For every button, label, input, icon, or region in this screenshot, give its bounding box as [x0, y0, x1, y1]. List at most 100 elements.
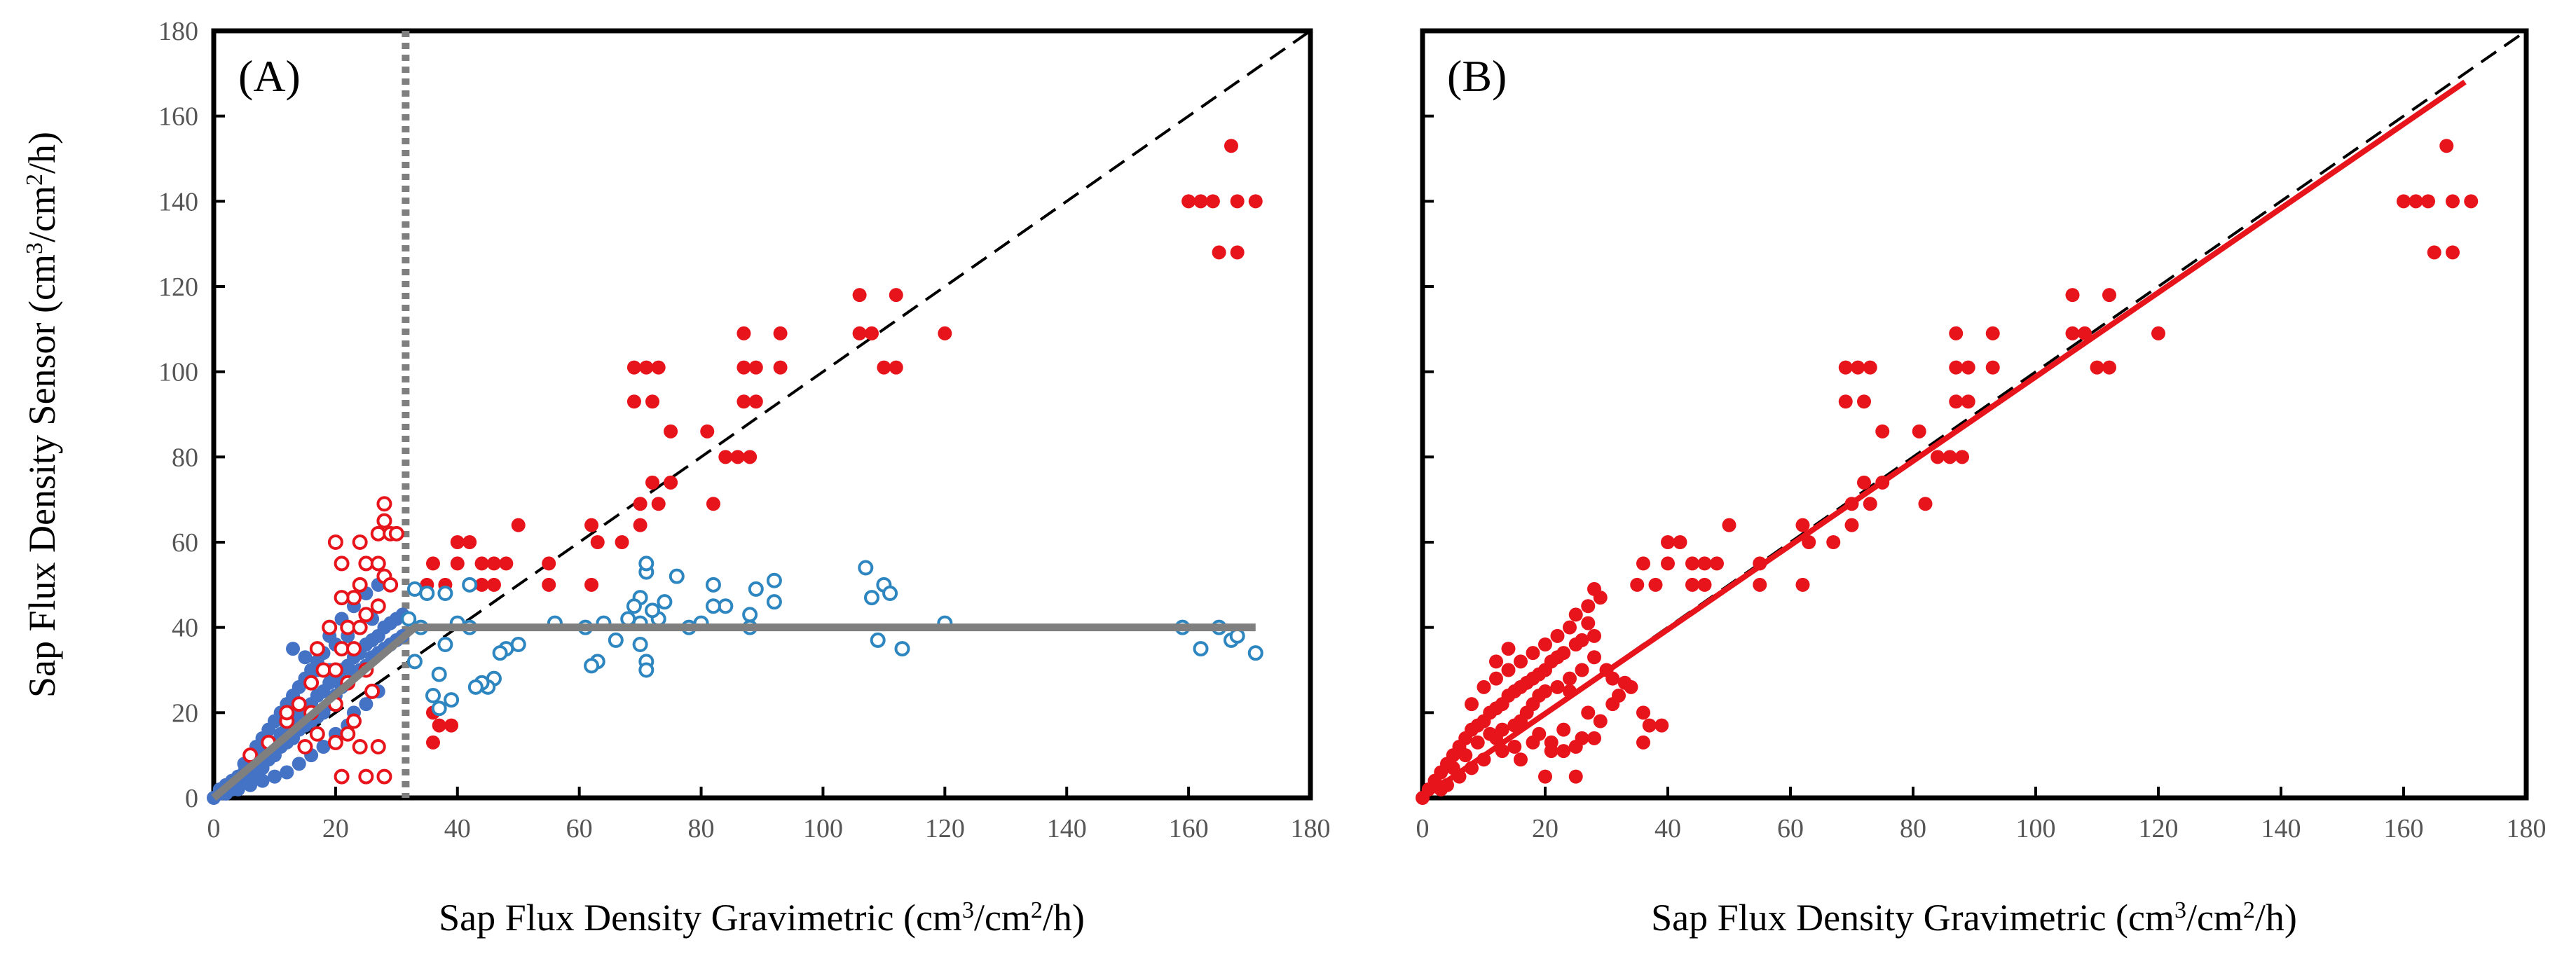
panel-b-point-red-filled-2 — [2421, 194, 2435, 209]
panel-b-point-red-filled-50 — [1685, 577, 1699, 592]
panel-a-point-red-filled-38 — [615, 535, 629, 549]
panel-b-point-red-filled-54 — [1648, 577, 1663, 592]
panel-b-point-red-filled-3 — [2446, 194, 2460, 209]
panel-a-plot-frame — [211, 28, 1313, 801]
panel-b-point-red-filled-62 — [1581, 599, 1596, 614]
panel-a-point-red-open-40 — [327, 734, 343, 750]
panel-b-point-red-filled-11 — [2078, 326, 2092, 340]
panel-a-x-tick-label-3: 60 — [566, 814, 593, 843]
panel-a-point-red-open-43 — [370, 739, 386, 754]
panel-a-point-red-open-32 — [340, 726, 356, 742]
panel-b-point-red-filled-142 — [1544, 735, 1558, 750]
panel-a-point-red-filled-32 — [706, 497, 720, 511]
panel-a-point-red-open-27 — [303, 675, 320, 691]
panel-a-point-blue-open-42 — [510, 637, 526, 652]
panel-b-point-red-filled-7 — [2446, 245, 2460, 260]
panel-a-point-blue-open-34 — [626, 598, 642, 614]
panel-b-point-red-filled-22 — [1985, 360, 2000, 375]
panel-b-point-red-filled-71 — [1489, 671, 1503, 686]
panel-a-point-red-filled-21 — [748, 360, 763, 375]
panel-b-point-red-filled-45 — [1661, 535, 1675, 549]
panel-a-point-red-filled-53 — [426, 556, 440, 571]
panel-a-point-red-open-36 — [376, 768, 392, 785]
panel-a-x-tick-label-0: 0 — [207, 814, 221, 843]
panel-a-y-tick-label-2: 40 — [172, 614, 198, 643]
panel-a-point-blue-filled-87 — [316, 740, 331, 754]
panel-a-point-blue-filled-91 — [267, 769, 282, 784]
panel-a-point-blue-open-11 — [870, 632, 886, 648]
panel-a-point-red-filled-39 — [584, 518, 599, 532]
panel-a-point-blue-open-31 — [632, 637, 648, 652]
panel-b-point-red-filled-131 — [1470, 735, 1485, 750]
panel-b-point-red-filled-68 — [1526, 646, 1540, 661]
panel-b-point-red-filled-28 — [1875, 424, 1890, 439]
panel-b-point-red-filled-5 — [2439, 139, 2454, 153]
panel-a-point-red-filled-43 — [542, 577, 556, 592]
panel-a-point-red-open-22 — [358, 607, 374, 623]
panel-a-point-red-filled-52 — [450, 556, 465, 571]
panel-a-point-red-filled-30 — [730, 450, 745, 464]
panel-b-point-red-filled-61 — [1593, 591, 1608, 605]
panel-a-x-tick-labels: 0 20 40 60 80 100 120 140 160 180 — [207, 814, 1331, 843]
panel-b-point-red-filled-74 — [1568, 637, 1583, 651]
panel-a-point-blue-open-54 — [444, 692, 460, 708]
panel-a-point-red-filled-33 — [645, 475, 659, 490]
panel-a-point-blue-filled-93 — [243, 778, 258, 792]
panel-b-point-red-filled-29 — [1931, 450, 1945, 464]
panel-a-point-blue-open-60 — [406, 581, 423, 597]
panel-a-point-blue-open-48 — [467, 679, 484, 695]
panel-a-point-blue-open-4 — [1193, 641, 1209, 657]
panel-a-point-red-open-0 — [376, 496, 392, 512]
panel-a-point-red-filled-0 — [1181, 194, 1196, 209]
panel-a-point-red-open-10 — [345, 590, 362, 606]
panel-b-point-red-filled-23 — [1949, 326, 1964, 340]
panel-a-point-red-filled-35 — [633, 497, 648, 511]
panel-b-point-red-filled-4 — [2464, 194, 2479, 209]
panel-a-x-tick-label-1: 20 — [322, 814, 349, 843]
panel-b-point-red-filled-139 — [1605, 697, 1620, 712]
panel-a-point-red-open-4 — [388, 525, 404, 541]
panel-b-point-red-filled-36 — [1863, 497, 1877, 511]
panel-a-point-red-filled-5 — [1224, 139, 1238, 153]
panel-a-point-red-open-11 — [334, 590, 350, 606]
panel-a-point-red-open-29 — [291, 696, 307, 712]
panel-a-point-red-open-14 — [383, 577, 399, 593]
panel-a-y-tick-label-8: 160 — [158, 102, 198, 132]
panel-b-x-tick-label-0: 0 — [1416, 814, 1430, 843]
panel-a-point-blue-open-53 — [437, 637, 453, 652]
panel-b-point-red-filled-114 — [1477, 679, 1491, 694]
panel-b-x-tick-label-9: 180 — [2507, 814, 2547, 843]
panel-a-point-red-open-23 — [315, 662, 331, 678]
panel-b-x-tick-label-4: 80 — [1900, 814, 1926, 843]
panel-a-point-red-open-42 — [345, 713, 362, 729]
panel-a-point-blue-open-49 — [462, 577, 478, 593]
panel-b-point-red-filled-41 — [1795, 577, 1810, 592]
panel-b-x-tick-label-2: 40 — [1654, 814, 1681, 843]
panel-b-point-red-filled-53 — [1636, 556, 1650, 571]
panel-a-point-red-filled-22 — [773, 360, 788, 375]
panel-a-point-red-open-24 — [327, 662, 343, 678]
panel-a-point-red-open-15 — [370, 598, 386, 614]
panel-a-x-tick-label-8: 160 — [1169, 814, 1209, 843]
panel-a-point-blue-filled-83 — [359, 697, 374, 712]
panel-a-point-red-filled-57 — [432, 718, 446, 733]
panel-a-point-red-open-2 — [370, 525, 386, 541]
panel-a-y-tick-label-5: 100 — [158, 358, 198, 387]
panel-a-point-red-filled-28 — [664, 424, 678, 439]
panel-b-point-red-filled-47 — [1685, 556, 1699, 571]
panel-a-point-red-filled-18 — [626, 394, 641, 409]
panel-a-point-blue-filled-96 — [298, 650, 313, 665]
panel-a-x-tick-label-6: 120 — [925, 814, 965, 843]
panel-b-point-red-filled-46 — [1673, 535, 1687, 549]
panel-b-point-red-filled-51 — [1697, 577, 1712, 592]
panel-b-point-red-filled-140 — [1538, 769, 1552, 784]
panel-b-point-red-filled-8 — [2065, 288, 2080, 303]
panel-a-point-red-filled-42 — [542, 556, 556, 571]
panel-a-point-red-filled-25 — [737, 394, 751, 409]
panel-a-y-tick-label-1: 20 — [172, 698, 198, 728]
panel-a-point-red-open-35 — [358, 768, 374, 785]
panel-a-point-blue-open-14 — [766, 594, 782, 610]
panel-a-point-blue-open-58 — [419, 586, 435, 601]
panel-a-point-blue-open-17 — [742, 607, 758, 623]
panel-b-point-red-filled-122 — [1581, 705, 1596, 720]
